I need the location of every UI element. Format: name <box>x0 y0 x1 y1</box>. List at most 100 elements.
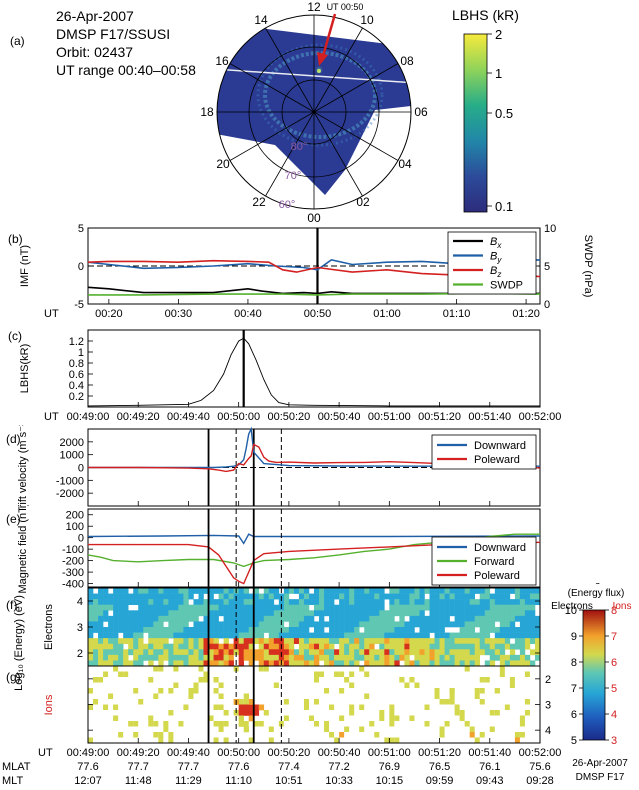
electron-flux-cell <box>98 599 104 606</box>
ion-flux-cell <box>314 699 320 705</box>
electron-flux-cell <box>459 604 465 611</box>
x-tick-ut: 00:51:00 <box>368 747 411 759</box>
electron-flux-cell <box>198 621 204 628</box>
electron-flux-cell <box>329 593 335 600</box>
electron-flux-cell <box>534 588 541 594</box>
x-tick-label: 00:50:00 <box>217 411 260 423</box>
electron-flux-cell <box>444 604 450 611</box>
electron-flux-cell <box>188 604 194 611</box>
electron-flux-cell <box>238 615 244 622</box>
ion-flux-cell <box>248 715 255 722</box>
mlt-label-20: 20 <box>216 157 230 171</box>
y-tick-label: 1.2 <box>69 336 84 348</box>
electron-flux-cell <box>178 588 184 594</box>
electron-flux-cell <box>118 588 124 594</box>
electron-flux-cell <box>138 615 144 622</box>
electron-flux-cell <box>293 654 300 661</box>
electron-flux-cell <box>324 621 330 628</box>
electron-flux-cell <box>514 615 521 622</box>
electron-flux-cell <box>384 643 390 650</box>
x-axis-ut-label: UT <box>44 308 59 320</box>
ion-flux-cell <box>113 715 119 721</box>
ion-flux-cell <box>198 677 204 683</box>
electron-flux-cell <box>288 654 295 661</box>
electron-flux-cell <box>238 660 244 667</box>
electron-flux-cell <box>519 610 526 617</box>
electron-flux-cell <box>308 615 315 622</box>
electron-flux-cell <box>288 604 295 611</box>
electron-flux-cell <box>278 654 285 661</box>
electron-flux-cell <box>394 604 400 611</box>
electron-flux-cell <box>273 632 280 639</box>
mlt-label-08: 08 <box>400 54 414 68</box>
electron-flux-cell <box>379 599 385 606</box>
electron-flux-cell <box>339 638 345 645</box>
electron-flux-cell <box>429 638 435 645</box>
electron-flux-cell <box>459 627 465 633</box>
electron-flux-cell <box>469 627 476 633</box>
electron-flux-cell <box>314 654 320 661</box>
electron-flux-cell <box>524 627 531 633</box>
electron-flux-cell <box>113 604 119 611</box>
electron-flux-cell <box>283 627 290 633</box>
x-tick-mlt: 09:28 <box>526 775 554 787</box>
x-tick-ut: 00:51:20 <box>418 747 461 759</box>
electron-flux-cell <box>469 649 476 656</box>
electron-flux-cell <box>153 649 159 656</box>
electron-flux-cell <box>248 654 255 661</box>
electron-flux-cell <box>364 649 370 656</box>
ion-flux-cell <box>218 726 224 732</box>
electron-flux-cell <box>394 593 400 600</box>
legend-label: Forward <box>474 556 514 568</box>
x-tick-mlt: 11:29 <box>175 775 202 787</box>
electron-flux-cell <box>394 632 400 639</box>
electron-flux-cell <box>434 660 440 667</box>
y2-tick-label: 0 <box>544 299 550 311</box>
electron-flux-cell <box>133 654 139 661</box>
electron-flux-cell <box>414 621 420 628</box>
electron-flux-cell <box>349 632 355 639</box>
electron-flux-cell <box>474 643 481 650</box>
plot-frame <box>87 329 541 408</box>
electron-flux-cell <box>504 621 511 628</box>
electron-flux-cell <box>263 593 270 600</box>
electron-flux-cell <box>98 621 104 628</box>
lbhs-tick-1: 1 <box>495 66 502 81</box>
electron-flux-cell <box>183 654 189 661</box>
electron-flux-cell <box>188 649 194 656</box>
electron-flux-cell <box>278 638 285 645</box>
electron-flux-cell <box>113 599 119 606</box>
electron-flux-cell <box>233 615 239 622</box>
electron-flux-cell <box>223 627 229 633</box>
electron-flux-cell <box>374 588 380 594</box>
electron-flux-cell <box>414 588 420 594</box>
electron-flux-cell <box>113 649 119 656</box>
electron-flux-cell <box>128 599 134 606</box>
electron-flux-cell <box>314 643 320 650</box>
electron-flux-cell <box>394 643 400 650</box>
electron-flux-cell <box>153 627 159 633</box>
electron-flux-cell <box>183 599 189 606</box>
electron-flux-cell <box>399 621 405 628</box>
ion-flux-cell <box>193 688 199 694</box>
x-tick-label: 01:20 <box>512 308 540 320</box>
electron-flux-cell <box>484 593 491 600</box>
electron-flux-cell <box>298 610 305 617</box>
electron-flux-cell <box>138 654 144 661</box>
x-tick-mlt: 09:59 <box>426 775 454 787</box>
ion-flux-cell <box>379 715 385 721</box>
electron-flux-cell <box>293 588 300 594</box>
electron-flux-cell <box>519 654 526 661</box>
electron-flux-cell <box>188 643 194 650</box>
electron-flux-cell <box>303 604 310 611</box>
electron-flux-cell <box>288 660 295 667</box>
electron-flux-cell <box>324 649 330 656</box>
ion-flux-cell <box>524 710 530 716</box>
electron-flux-cell <box>253 588 260 594</box>
electron-flux-cell <box>319 643 325 650</box>
y-tick-label: 2 <box>77 648 83 660</box>
electron-flux-cell <box>103 660 109 667</box>
ion-flux-cell <box>439 699 445 705</box>
electron-flux-cell <box>183 588 189 594</box>
electron-flux-cell <box>258 643 265 650</box>
